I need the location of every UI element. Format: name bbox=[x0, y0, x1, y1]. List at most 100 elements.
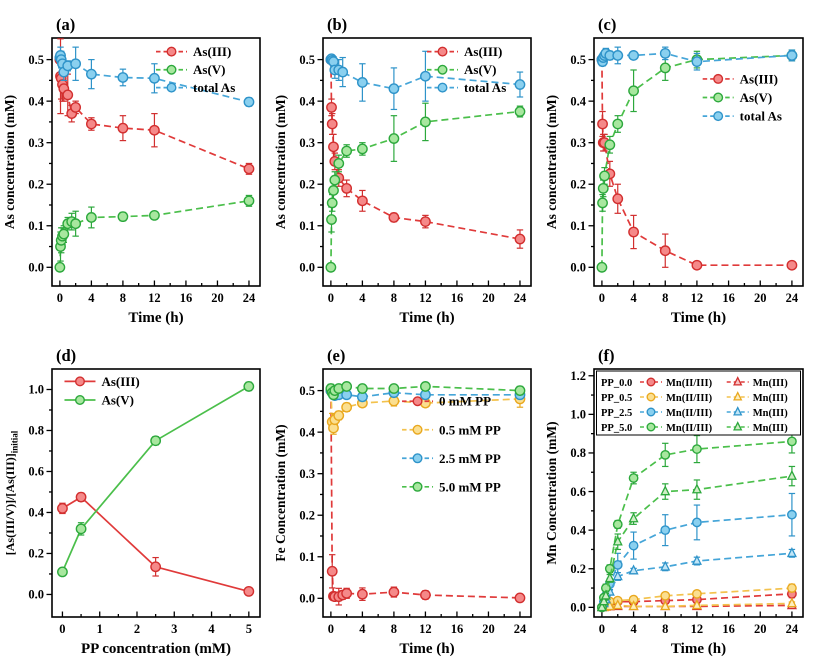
y-tick-label: 0.2 bbox=[570, 562, 586, 576]
y-tick-label: 0.2 bbox=[299, 177, 315, 191]
circle-marker bbox=[85, 212, 97, 223]
panel-label: (c) bbox=[598, 15, 616, 34]
triangle-marker bbox=[660, 600, 671, 611]
y-tick-label: 0.0 bbox=[28, 588, 44, 602]
series-total-as bbox=[596, 46, 798, 71]
circle-marker bbox=[243, 163, 255, 175]
triangle-marker bbox=[598, 595, 609, 606]
legend-label: 2.5 mM PP bbox=[439, 451, 501, 466]
legend-label: 0 mM PP bbox=[439, 394, 491, 409]
y-tick-label: 1.0 bbox=[570, 408, 586, 422]
y-tick-label: 0.8 bbox=[28, 424, 44, 438]
x-tick-label: 4 bbox=[88, 291, 95, 305]
legend-label: Mn(III) bbox=[753, 393, 789, 404]
legend-label: Mn(III) bbox=[753, 378, 789, 389]
circle-marker bbox=[70, 101, 82, 113]
legend-label: As(V) bbox=[740, 90, 773, 105]
triangle-marker bbox=[660, 485, 671, 496]
circle-marker bbox=[54, 261, 66, 273]
circle-marker bbox=[166, 46, 177, 57]
circle-marker bbox=[660, 590, 671, 601]
y-tick-label: 0.4 bbox=[28, 506, 44, 520]
y-tick-label: 0.0 bbox=[570, 261, 586, 275]
circle-marker bbox=[85, 68, 97, 80]
plot-frame bbox=[322, 368, 532, 618]
y-axis-label: As concentration (mM) bbox=[2, 95, 17, 229]
legend-group-label: PP_0.5 bbox=[601, 393, 632, 404]
circle-marker bbox=[388, 133, 400, 144]
legend-label: Mn(III) bbox=[753, 423, 789, 434]
y-tick-label: 0.2 bbox=[299, 508, 315, 522]
y-axis-label: Mn Concentration (mM) bbox=[544, 421, 559, 564]
x-axis-label: Time (h) bbox=[671, 641, 726, 657]
circle-marker bbox=[628, 50, 639, 61]
chart-panel-b: 0 4 8 12 16 20 24 0.0 0.1 0.2 0.3 0.4 0.5 Time (h) As … bbox=[273, 15, 532, 326]
axis-ticks bbox=[588, 375, 793, 617]
circle-marker bbox=[356, 143, 368, 155]
x-tick-label: 4 bbox=[359, 622, 366, 636]
x-tick-label: 16 bbox=[180, 291, 193, 305]
circle-marker bbox=[388, 586, 400, 598]
axis-ticks bbox=[588, 58, 793, 286]
circle-marker bbox=[326, 197, 338, 209]
circle-marker bbox=[57, 502, 68, 514]
y-tick-label: 0.1 bbox=[570, 219, 586, 233]
x-tick-label: 0 bbox=[599, 622, 605, 636]
circle-marker bbox=[57, 566, 68, 578]
circle-marker bbox=[628, 540, 639, 551]
chart-panel-c: 0 4 8 12 16 20 24 0.0 0.1 0.2 0.3 0.4 0.5 Time (h) As … bbox=[544, 15, 804, 326]
legend: As(III) As(V) total As bbox=[702, 71, 782, 124]
circle-marker bbox=[612, 559, 623, 570]
circle-marker bbox=[412, 396, 423, 407]
y-tick-label: 0.1 bbox=[299, 550, 315, 564]
circle-marker bbox=[691, 259, 703, 271]
legend-label: total As bbox=[740, 109, 782, 124]
circle-marker bbox=[514, 233, 526, 245]
series-as-v- bbox=[596, 49, 798, 273]
circle-marker bbox=[646, 422, 656, 432]
circle-marker bbox=[243, 585, 255, 597]
x-tick-label: 24 bbox=[514, 291, 527, 305]
circle-marker bbox=[692, 444, 702, 454]
series-as-iii- bbox=[54, 38, 255, 175]
circle-marker bbox=[659, 245, 671, 257]
circle-marker bbox=[75, 523, 87, 535]
circle-marker bbox=[596, 261, 608, 273]
circle-marker bbox=[612, 118, 624, 130]
chart-panel-f: 0 4 8 12 16 20 24 0.0 0.2 0.4 0.6 0.8 1.0 1.2 Time (h)… bbox=[544, 346, 804, 657]
circle-marker bbox=[328, 185, 339, 196]
circle-marker bbox=[612, 50, 624, 61]
x-tick-label: 24 bbox=[243, 291, 256, 305]
circle-marker bbox=[149, 124, 160, 136]
circle-marker bbox=[514, 79, 526, 90]
legend-label: As(III) bbox=[193, 44, 231, 59]
panel-label: (e) bbox=[327, 346, 345, 365]
y-tick-label: 0.2 bbox=[28, 547, 44, 561]
panel-label: (a) bbox=[56, 15, 75, 34]
legend-group-label: PP_0.0 bbox=[601, 378, 632, 389]
y-axis-label: [As(III/V)]/[As(III)]initial bbox=[3, 430, 20, 555]
x-tick-label: 3 bbox=[171, 622, 177, 636]
x-tick-label: 16 bbox=[451, 622, 464, 636]
x-tick-label: 1 bbox=[97, 622, 103, 636]
legend-label: total As bbox=[193, 80, 235, 95]
legend-label: Mn(III) bbox=[753, 408, 789, 419]
circle-marker bbox=[326, 214, 337, 225]
circle-marker bbox=[166, 64, 177, 75]
circle-marker bbox=[75, 491, 87, 503]
x-axis-label: Time (h) bbox=[671, 310, 726, 326]
y-tick-label: 0.0 bbox=[28, 261, 44, 275]
x-tick-label: 4 bbox=[630, 622, 637, 636]
y-tick-label: 0.5 bbox=[299, 53, 315, 67]
series-5-0-mm-pp bbox=[325, 381, 526, 401]
triangle-marker bbox=[786, 597, 797, 608]
x-axis-label: Time (h) bbox=[399, 641, 454, 657]
legend-label: Mn(II/III) bbox=[666, 378, 713, 389]
circle-marker bbox=[74, 376, 85, 387]
y-tick-label: 0.4 bbox=[299, 425, 315, 439]
legend-label: 5.0 mM PP bbox=[439, 479, 501, 494]
circle-marker bbox=[329, 174, 341, 186]
x-tick-label: 8 bbox=[662, 291, 668, 305]
y-tick-label: 0.6 bbox=[570, 485, 586, 499]
